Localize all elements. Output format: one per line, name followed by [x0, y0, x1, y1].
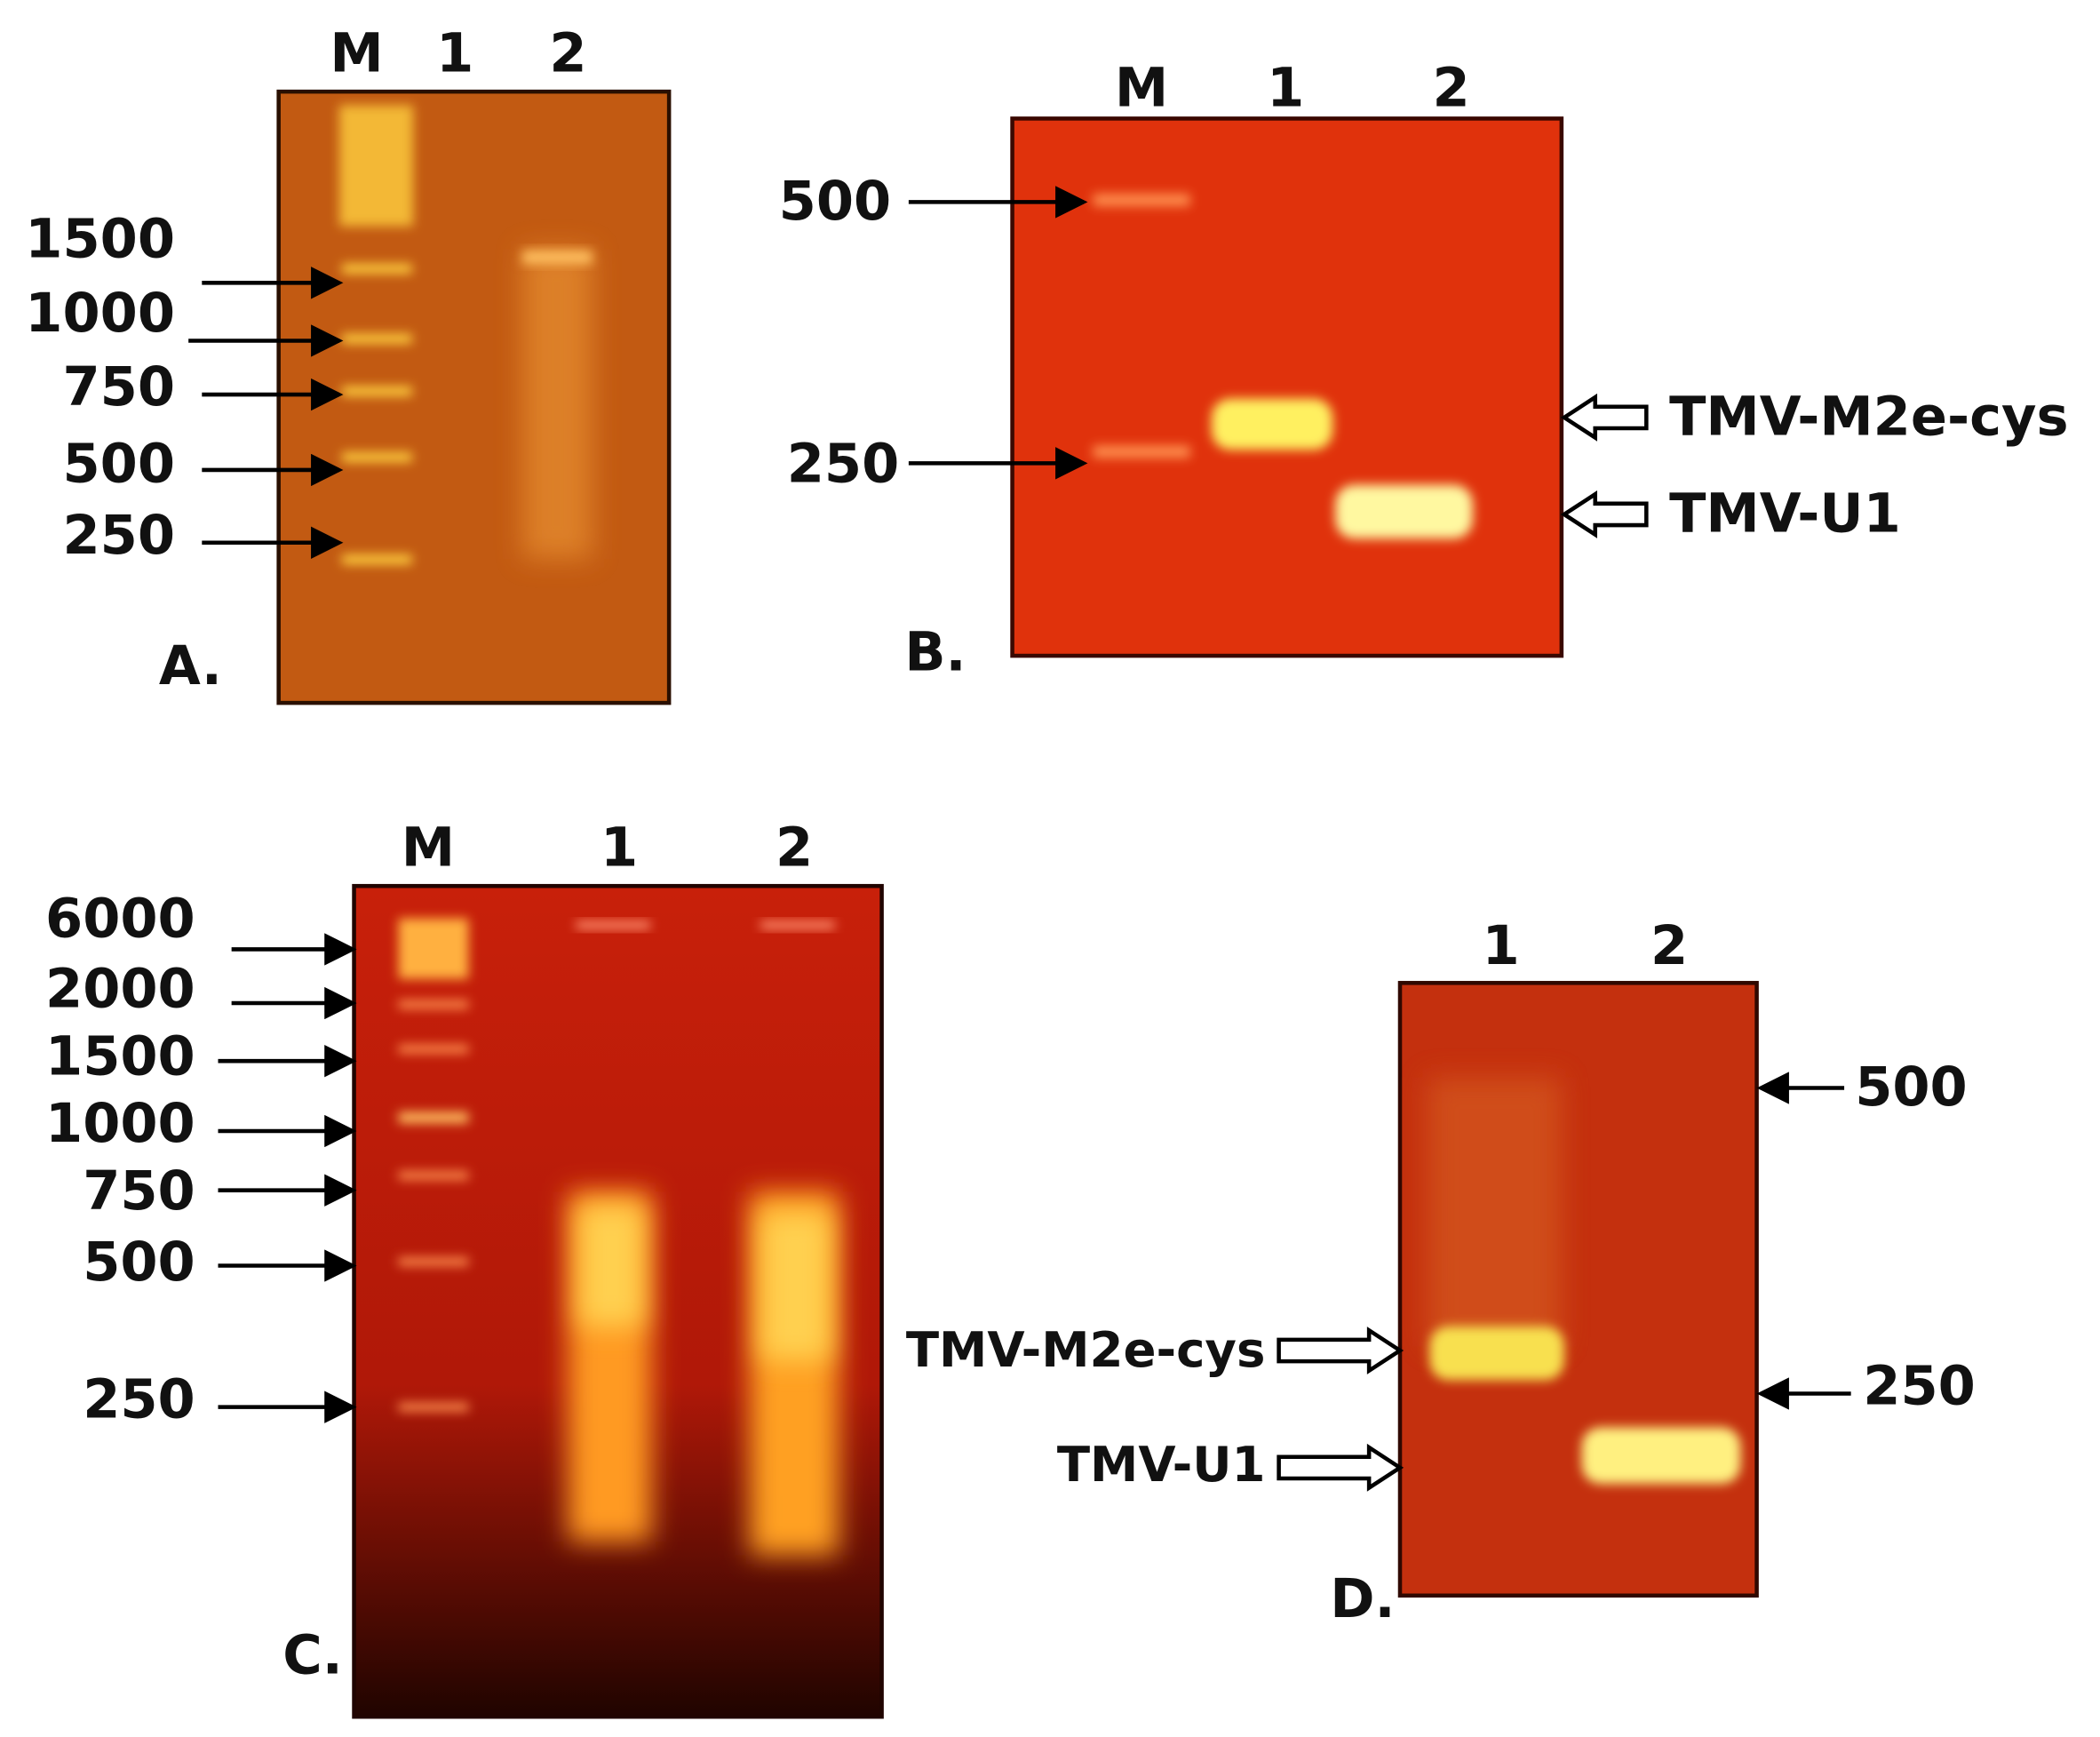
marker-label: 1000	[25, 283, 175, 345]
hollow-arrow	[1560, 490, 1649, 538]
lane-label: 1	[1483, 915, 1520, 977]
band-label: TMV-M2e-cys	[906, 1321, 1266, 1378]
marker-label: 750	[62, 356, 175, 418]
marker-label: 500	[1855, 1056, 1968, 1119]
hollow-arrow	[1277, 1443, 1404, 1492]
marker-label: 250	[83, 1369, 195, 1431]
band-label: TMV-U1	[1669, 483, 1901, 546]
marker-label: 500	[779, 171, 892, 233]
marker-label: 1500	[25, 208, 175, 270]
marker-label: 250	[1863, 1356, 1976, 1418]
lane-label: 1	[436, 22, 473, 84]
panel-b: M 1 2 500 250 TMV-M2e-cys TMV-U1 B.	[779, 58, 2069, 684]
band-label: TMV-M2e-cys	[1669, 386, 2069, 448]
gel	[276, 89, 672, 705]
lane-label: 2	[1651, 915, 1688, 977]
marker-label: 1000	[45, 1093, 195, 1155]
panel-label: D.	[1330, 1568, 1395, 1630]
marker-label: 1500	[45, 1025, 195, 1088]
panel-label: A.	[159, 635, 222, 697]
lane-label: 2	[776, 817, 813, 879]
marker-label: 500	[83, 1231, 195, 1294]
lane-label: M	[330, 22, 383, 84]
marker-label: 750	[83, 1160, 195, 1223]
lane-label: M	[1115, 58, 1168, 120]
lane-label: 2	[549, 22, 586, 84]
lane-label: M	[402, 817, 455, 879]
marker-label: 250	[62, 505, 175, 567]
hollow-arrow	[1560, 393, 1649, 442]
gel	[1010, 116, 1564, 658]
lane-label: 1	[601, 817, 638, 879]
panel-c: M 1 2 6000 2000 1500 1000 750 500 250 C.	[45, 817, 884, 1719]
panel-label: B.	[904, 622, 966, 684]
ladder	[398, 918, 469, 1412]
marker-label: 500	[62, 434, 175, 496]
lane-label: 2	[1432, 58, 1469, 120]
ladder	[338, 105, 414, 565]
marker-label: 2000	[45, 959, 195, 1021]
marker-label: 6000	[45, 888, 195, 951]
panel-d: 1 2 500 250 TMV-M2e-cys TMV-U1 D.	[906, 915, 1976, 1630]
marker-label: 250	[787, 434, 900, 496]
panel-a: M 1 2 1500 1000 750 500 250 A.	[25, 22, 672, 705]
hollow-arrow	[1277, 1327, 1404, 1374]
panel-label: C.	[282, 1625, 343, 1687]
lane-label: 1	[1267, 58, 1304, 120]
band-label: TMV-U1	[1057, 1436, 1266, 1493]
